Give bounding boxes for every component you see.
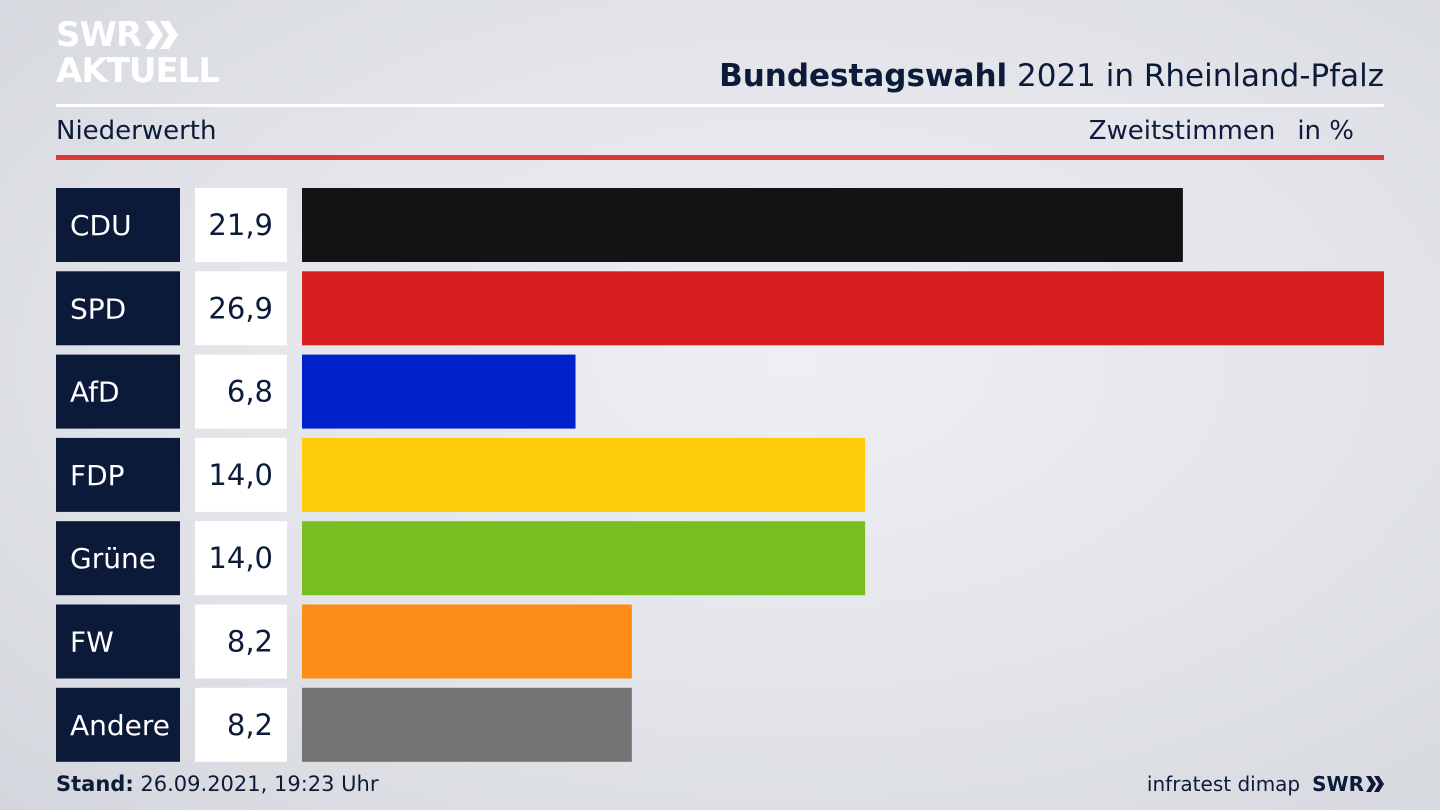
vote-type-unit: Zweitstimmen in % (1089, 116, 1354, 146)
double-chevron-small-icon (1366, 776, 1384, 792)
title-rest: 2021 in Rheinland-Pfalz (1007, 58, 1384, 94)
vote-type: Zweitstimmen (1088, 116, 1276, 146)
accent-divider (56, 155, 1384, 160)
bar-cdu (302, 188, 1183, 262)
party-label: AfD (70, 376, 120, 409)
chart-title: Bundestagswahl 2021 in Rheinland-Pfalz (719, 58, 1384, 94)
party-label-box (56, 521, 180, 596)
stand-label: Stand: (56, 772, 134, 796)
value-label: 8,2 (227, 625, 273, 659)
bar-fdp (302, 437, 866, 512)
party-label-box (56, 271, 180, 346)
value-label: 14,0 (208, 458, 273, 492)
footer-source: infratest dimap SWR (1147, 772, 1384, 796)
party-label-box (56, 354, 180, 429)
logo-swr-text: SWR (56, 15, 142, 55)
region-name: Niederwerth (56, 116, 217, 146)
party-label: FW (70, 626, 114, 659)
source-label: infratest dimap (1146, 772, 1301, 796)
unit-label: in % (1297, 116, 1354, 146)
value-label-box (195, 271, 287, 346)
party-label: CDU (70, 209, 132, 242)
party-label: FDP (70, 459, 125, 492)
value-label: 26,9 (208, 291, 273, 325)
value-label: 6,8 (227, 375, 273, 409)
value-label-box (195, 354, 287, 429)
bar-afd (302, 354, 576, 429)
logo-aktuell-text: AKTUELL (56, 51, 220, 91)
value-label: 21,9 (208, 208, 273, 242)
header-divider (56, 104, 1384, 107)
bar-fw (302, 604, 632, 679)
double-chevron-icon (145, 21, 179, 49)
value-label-box (195, 604, 287, 679)
value-label: 8,2 (227, 708, 273, 742)
bar-gr-ne (302, 521, 866, 596)
value-label-box (195, 687, 287, 762)
value-label-box (195, 188, 287, 262)
party-label-box (56, 687, 180, 762)
party-label: Andere (70, 709, 170, 742)
timestamp: Stand: 26.09.2021, 19:23 Uhr (56, 772, 379, 796)
party-label-box (56, 604, 180, 679)
swr-small-text: SWR (1312, 772, 1364, 796)
bar-spd (302, 271, 1384, 346)
party-label-box (56, 437, 180, 512)
value-label: 14,0 (208, 541, 273, 575)
title-bold: Bundestagswahl (719, 58, 1008, 94)
party-label: SPD (70, 292, 126, 325)
bar-andere (302, 687, 632, 762)
party-label-box (56, 188, 180, 262)
value-label-box (195, 437, 287, 512)
value-label-box (195, 521, 287, 596)
stand-value: 26.09.2021, 19:23 Uhr (133, 772, 379, 796)
party-label: Grüne (70, 542, 156, 575)
swr-small-logo: SWR (1312, 772, 1384, 796)
swr-aktuell-logo: SWR AKTUELL (56, 15, 220, 91)
